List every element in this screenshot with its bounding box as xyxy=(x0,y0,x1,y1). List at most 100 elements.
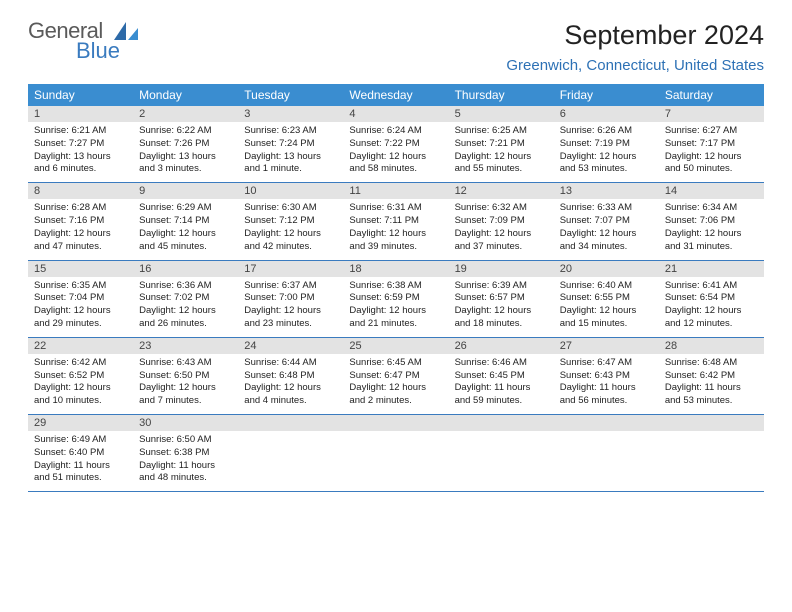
daylight-text: Daylight: 12 hours and 47 minutes. xyxy=(34,228,127,254)
day-cell xyxy=(343,415,448,492)
day-body: Sunrise: 6:49 AMSunset: 6:40 PMDaylight:… xyxy=(28,431,133,491)
day-cell: 23Sunrise: 6:43 AMSunset: 6:50 PMDayligh… xyxy=(133,337,238,414)
sunset-text: Sunset: 7:06 PM xyxy=(665,215,758,228)
day-cell: 19Sunrise: 6:39 AMSunset: 6:57 PMDayligh… xyxy=(449,260,554,337)
daylight-text: Daylight: 12 hours and 15 minutes. xyxy=(560,305,653,331)
day-number: 16 xyxy=(133,261,238,277)
day-body xyxy=(554,431,659,489)
logo-text-2: Blue xyxy=(76,40,120,62)
sunset-text: Sunset: 6:47 PM xyxy=(349,370,442,383)
daylight-text: Daylight: 12 hours and 45 minutes. xyxy=(139,228,232,254)
sunrise-text: Sunrise: 6:43 AM xyxy=(139,357,232,370)
day-header: Sunday xyxy=(28,84,133,106)
day-body: Sunrise: 6:34 AMSunset: 7:06 PMDaylight:… xyxy=(659,199,764,259)
day-number: 26 xyxy=(449,338,554,354)
day-body: Sunrise: 6:43 AMSunset: 6:50 PMDaylight:… xyxy=(133,354,238,414)
sunset-text: Sunset: 7:11 PM xyxy=(349,215,442,228)
day-cell: 20Sunrise: 6:40 AMSunset: 6:55 PMDayligh… xyxy=(554,260,659,337)
day-header: Wednesday xyxy=(343,84,448,106)
day-number: 2 xyxy=(133,106,238,122)
sunrise-text: Sunrise: 6:38 AM xyxy=(349,280,442,293)
day-body: Sunrise: 6:38 AMSunset: 6:59 PMDaylight:… xyxy=(343,277,448,337)
day-body: Sunrise: 6:33 AMSunset: 7:07 PMDaylight:… xyxy=(554,199,659,259)
day-body: Sunrise: 6:21 AMSunset: 7:27 PMDaylight:… xyxy=(28,122,133,182)
daylight-text: Daylight: 12 hours and 4 minutes. xyxy=(244,382,337,408)
day-body: Sunrise: 6:31 AMSunset: 7:11 PMDaylight:… xyxy=(343,199,448,259)
day-number xyxy=(659,415,764,431)
day-body: Sunrise: 6:25 AMSunset: 7:21 PMDaylight:… xyxy=(449,122,554,182)
sunrise-text: Sunrise: 6:26 AM xyxy=(560,125,653,138)
sunset-text: Sunset: 6:57 PM xyxy=(455,292,548,305)
sunset-text: Sunset: 7:17 PM xyxy=(665,138,758,151)
sunset-text: Sunset: 7:00 PM xyxy=(244,292,337,305)
day-cell: 7Sunrise: 6:27 AMSunset: 7:17 PMDaylight… xyxy=(659,106,764,183)
day-cell: 8 Sunrise: 6:28 AMSunset: 7:16 PMDaylight… xyxy=(28,183,133,260)
sunset-text: Sunset: 6:52 PM xyxy=(34,370,127,383)
sunrise-text: Sunrise: 6:47 AM xyxy=(560,357,653,370)
day-number: 14 xyxy=(659,183,764,199)
page-header: General Blue September 2024 Greenwich, C… xyxy=(28,20,764,74)
logo: General Blue xyxy=(28,20,120,62)
daylight-text: Daylight: 12 hours and 18 minutes. xyxy=(455,305,548,331)
week-row: 29Sunrise: 6:49 AMSunset: 6:40 PMDayligh… xyxy=(28,415,764,492)
sunset-text: Sunset: 6:38 PM xyxy=(139,447,232,460)
sunrise-text: Sunrise: 6:34 AM xyxy=(665,202,758,215)
sunset-text: Sunset: 7:26 PM xyxy=(139,138,232,151)
day-number: 27 xyxy=(554,338,659,354)
day-body: Sunrise: 6:26 AMSunset: 7:19 PMDaylight:… xyxy=(554,122,659,182)
day-number: 12 xyxy=(449,183,554,199)
day-number: 24 xyxy=(238,338,343,354)
sunrise-text: Sunrise: 6:28 AM xyxy=(34,202,127,215)
daylight-text: Daylight: 12 hours and 2 minutes. xyxy=(349,382,442,408)
day-number: 4 xyxy=(343,106,448,122)
daylight-text: Daylight: 12 hours and 53 minutes. xyxy=(560,151,653,177)
day-body xyxy=(343,431,448,489)
day-cell: 17Sunrise: 6:37 AMSunset: 7:00 PMDayligh… xyxy=(238,260,343,337)
sunrise-text: Sunrise: 6:23 AM xyxy=(244,125,337,138)
daylight-text: Daylight: 11 hours and 48 minutes. xyxy=(139,460,232,486)
daylight-text: Daylight: 12 hours and 37 minutes. xyxy=(455,228,548,254)
daylight-text: Daylight: 12 hours and 34 minutes. xyxy=(560,228,653,254)
sunset-text: Sunset: 7:24 PM xyxy=(244,138,337,151)
daylight-text: Daylight: 12 hours and 10 minutes. xyxy=(34,382,127,408)
day-cell: 14Sunrise: 6:34 AMSunset: 7:06 PMDayligh… xyxy=(659,183,764,260)
sunrise-text: Sunrise: 6:42 AM xyxy=(34,357,127,370)
day-cell xyxy=(659,415,764,492)
day-number: 19 xyxy=(449,261,554,277)
day-cell xyxy=(449,415,554,492)
day-number xyxy=(449,415,554,431)
sunset-text: Sunset: 7:16 PM xyxy=(34,215,127,228)
day-cell: 24Sunrise: 6:44 AMSunset: 6:48 PMDayligh… xyxy=(238,337,343,414)
day-number: 8 xyxy=(28,183,133,199)
day-header: Friday xyxy=(554,84,659,106)
week-row: 22Sunrise: 6:42 AMSunset: 6:52 PMDayligh… xyxy=(28,337,764,414)
daylight-text: Daylight: 11 hours and 56 minutes. xyxy=(560,382,653,408)
sunrise-text: Sunrise: 6:36 AM xyxy=(139,280,232,293)
sunrise-text: Sunrise: 6:44 AM xyxy=(244,357,337,370)
day-number: 13 xyxy=(554,183,659,199)
day-number: 30 xyxy=(133,415,238,431)
sunrise-text: Sunrise: 6:24 AM xyxy=(349,125,442,138)
week-row: 8Sunrise: 6:28 AMSunset: 7:16 PMDaylight… xyxy=(28,183,764,260)
day-cell: 6Sunrise: 6:26 AMSunset: 7:19 PMDaylight… xyxy=(554,106,659,183)
day-number: 9 xyxy=(133,183,238,199)
day-body: Sunrise: 6:40 AMSunset: 6:55 PMDaylight:… xyxy=(554,277,659,337)
week-row: 15Sunrise: 6:35 AMSunset: 7:04 PMDayligh… xyxy=(28,260,764,337)
day-body: Sunrise: 6:44 AMSunset: 6:48 PMDaylight:… xyxy=(238,354,343,414)
sunset-text: Sunset: 7:14 PM xyxy=(139,215,232,228)
day-header: Tuesday xyxy=(238,84,343,106)
day-cell: 21Sunrise: 6:41 AMSunset: 6:54 PMDayligh… xyxy=(659,260,764,337)
day-number: 29 xyxy=(28,415,133,431)
day-cell: 27Sunrise: 6:47 AMSunset: 6:43 PMDayligh… xyxy=(554,337,659,414)
day-cell: 16Sunrise: 6:36 AMSunset: 7:02 PMDayligh… xyxy=(133,260,238,337)
day-number xyxy=(554,415,659,431)
sunset-text: Sunset: 7:27 PM xyxy=(34,138,127,151)
sunset-text: Sunset: 7:02 PM xyxy=(139,292,232,305)
daylight-text: Daylight: 12 hours and 42 minutes. xyxy=(244,228,337,254)
day-body: Sunrise: 6:46 AMSunset: 6:45 PMDaylight:… xyxy=(449,354,554,414)
day-number: 23 xyxy=(133,338,238,354)
title-block: September 2024 Greenwich, Connecticut, U… xyxy=(506,20,764,74)
day-header: Monday xyxy=(133,84,238,106)
sunset-text: Sunset: 6:50 PM xyxy=(139,370,232,383)
sunset-text: Sunset: 6:45 PM xyxy=(455,370,548,383)
